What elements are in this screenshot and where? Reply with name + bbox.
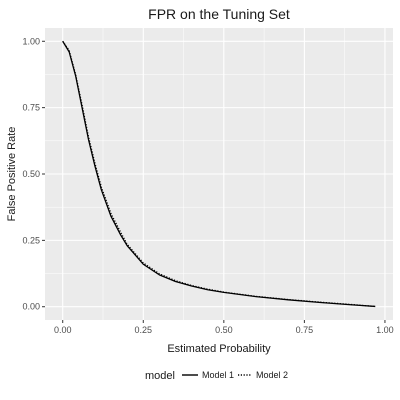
x-axis-title: Estimated Probability xyxy=(167,343,271,355)
series-line-model-1 xyxy=(62,40,376,308)
legend: model Model 1 Model 2 xyxy=(145,370,288,382)
legend-item-model-2: Model 2 xyxy=(238,370,288,380)
x-tick-label: 0.75 xyxy=(296,325,314,335)
y-tick-label: 0.75 xyxy=(22,103,40,113)
y-axis-title: False Positive Rate xyxy=(6,127,18,222)
legend-label-model-2: Model 2 xyxy=(256,370,288,380)
legend-title: model xyxy=(145,370,175,382)
series-line-model-2 xyxy=(62,40,376,308)
chart-title: FPR on the Tuning Set xyxy=(148,6,290,22)
y-tick-label: 0.00 xyxy=(22,302,40,312)
x-tick-label: 1.00 xyxy=(376,325,394,335)
grid-lines xyxy=(45,28,393,320)
x-axis-ticks: 0.00 0.25 0.50 0.75 1.00 xyxy=(54,320,394,335)
x-tick-label: 0.50 xyxy=(215,325,233,335)
y-axis-ticks: 0.00 0.25 0.50 0.75 1.00 xyxy=(22,36,45,312)
y-tick-label: 1.00 xyxy=(22,36,40,46)
series-lines xyxy=(62,40,376,308)
y-tick-label: 0.25 xyxy=(22,235,40,245)
legend-label-model-1: Model 1 xyxy=(202,370,234,380)
x-tick-label: 0.00 xyxy=(54,325,72,335)
x-tick-label: 0.25 xyxy=(135,325,153,335)
legend-item-model-1: Model 1 xyxy=(182,370,234,380)
y-tick-label: 0.50 xyxy=(22,169,40,179)
